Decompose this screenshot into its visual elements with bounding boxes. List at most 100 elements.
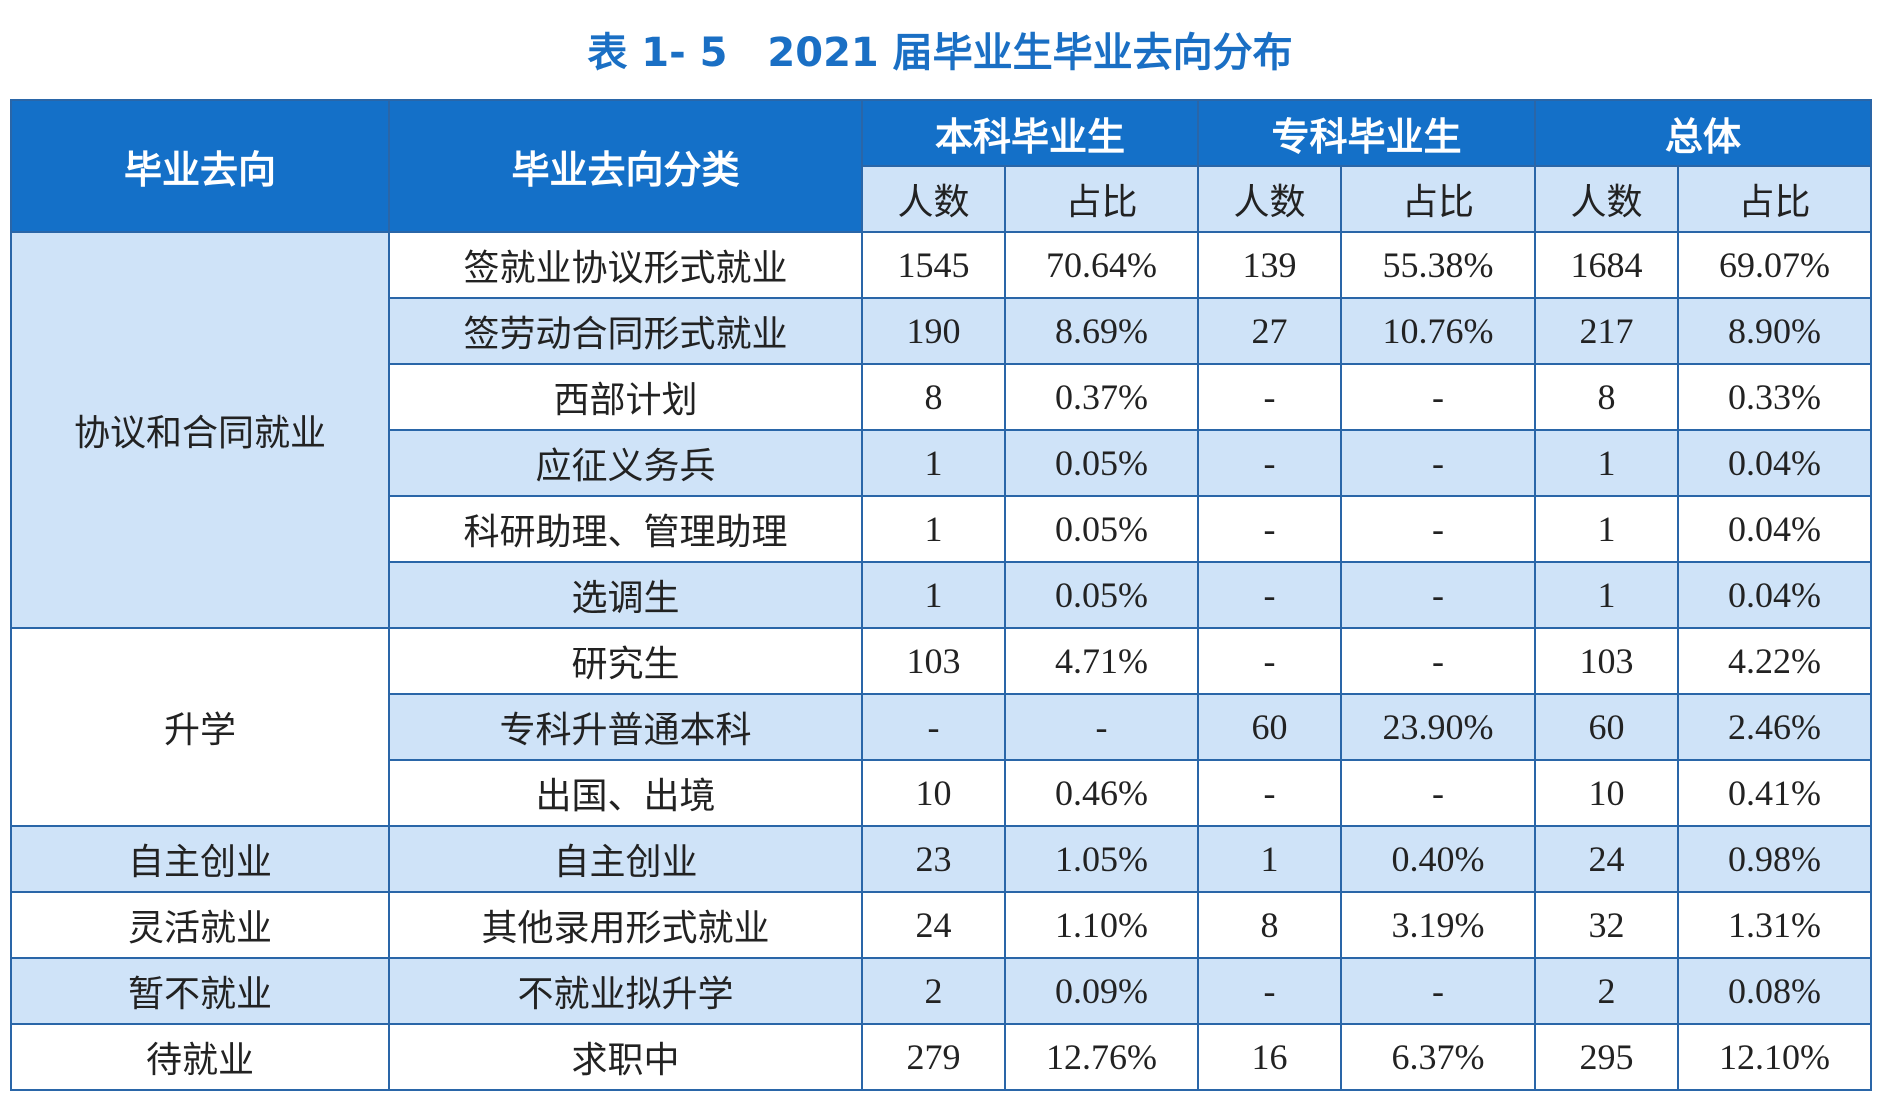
- value-cell: 0.05%: [1003, 429, 1200, 497]
- value-cell: 1: [861, 561, 1006, 629]
- category-cell: 求职中: [388, 1023, 863, 1091]
- value-cell: -: [1197, 495, 1343, 563]
- category-cell: 专科升普通本科: [388, 693, 863, 761]
- value-cell: 27: [1197, 297, 1343, 365]
- value-cell: 2.46%: [1677, 693, 1873, 761]
- value-cell: 69.07%: [1677, 231, 1873, 299]
- category-cell: 出国、出境: [388, 759, 863, 827]
- value-cell: -: [1197, 561, 1343, 629]
- value-cell: 24: [1534, 825, 1680, 893]
- value-cell: -: [1197, 957, 1343, 1025]
- value-cell: 8: [861, 363, 1006, 431]
- group-cell: 协议和合同就业: [10, 231, 390, 629]
- value-cell: -: [1197, 363, 1343, 431]
- value-cell: -: [1197, 759, 1343, 827]
- category-cell: 自主创业: [388, 825, 863, 893]
- value-cell: -: [861, 693, 1006, 761]
- column-group-header: 本科毕业生: [860, 99, 1200, 167]
- column-subheader: 人数: [1534, 165, 1680, 233]
- value-cell: 2: [861, 957, 1006, 1025]
- value-cell: 0.41%: [1677, 759, 1873, 827]
- value-cell: 8: [1197, 891, 1343, 959]
- value-cell: 6.37%: [1340, 1023, 1537, 1091]
- value-cell: 0.98%: [1677, 825, 1873, 893]
- column-group-header: 专科毕业生: [1197, 99, 1537, 167]
- value-cell: 2: [1534, 957, 1680, 1025]
- value-cell: 1: [1197, 825, 1343, 893]
- value-cell: 4.71%: [1003, 627, 1200, 695]
- table-row: 签劳动合同形式就业 190 8.69% 27 10.76% 217 8.90%: [11, 297, 1873, 365]
- table-row: 自主创业 自主创业 23 1.05% 1 0.40% 24 0.98%: [10, 825, 1873, 893]
- value-cell: 10.76%: [1340, 297, 1537, 365]
- value-cell: 0.40%: [1340, 825, 1537, 893]
- group-cell: 待就业: [10, 1023, 390, 1091]
- value-cell: 0.04%: [1677, 561, 1873, 629]
- category-cell: 科研助理、管理助理: [388, 495, 863, 563]
- table-row: 暂不就业 不就业拟升学 2 0.09% - -2 0.08%: [10, 957, 1873, 1025]
- value-cell: 1684: [1534, 231, 1680, 299]
- group-cell: 灵活就业: [10, 891, 390, 959]
- column-header: 毕业去向: [10, 99, 390, 233]
- value-cell: 1: [861, 495, 1006, 563]
- column-group-header: 总体: [1534, 99, 1873, 167]
- value-cell: 8: [1534, 363, 1680, 431]
- value-cell: 70.64%: [1003, 231, 1200, 299]
- value-cell: 1.05%: [1003, 825, 1200, 893]
- value-cell: 0.05%: [1003, 495, 1200, 563]
- value-cell: 60: [1534, 693, 1680, 761]
- value-cell: 1: [1534, 561, 1680, 629]
- value-cell: 0.33%: [1677, 363, 1873, 431]
- table-row: 待就业 求职中 279 12.76% 16 6.37% 295 12.10%: [10, 1023, 1873, 1091]
- column-subheader: 占比: [1340, 165, 1537, 233]
- value-cell: 103: [861, 627, 1006, 695]
- value-cell: 0.46%: [1003, 759, 1200, 827]
- value-cell: 0.04%: [1677, 495, 1873, 563]
- value-cell: 3.19%: [1340, 891, 1537, 959]
- value-cell: 12.10%: [1677, 1023, 1873, 1091]
- value-cell: 24: [861, 891, 1006, 959]
- category-cell: 西部计划: [388, 363, 863, 431]
- value-cell: 217: [1534, 297, 1680, 365]
- column-subheader: 人数: [1197, 165, 1343, 233]
- value-cell: 0.04%: [1677, 429, 1873, 497]
- value-cell: 295: [1534, 1023, 1680, 1091]
- value-cell: -: [1003, 693, 1200, 761]
- value-cell: 1: [1534, 429, 1680, 497]
- value-cell: 10: [861, 759, 1006, 827]
- value-cell: 1.31%: [1677, 891, 1873, 959]
- category-cell: 应征义务兵: [388, 429, 863, 497]
- value-cell: -: [1340, 363, 1537, 431]
- column-subheader: 占比: [1003, 165, 1200, 233]
- value-cell: 8.90%: [1677, 297, 1873, 365]
- group-cell: 升学: [10, 627, 390, 827]
- value-cell: -: [1340, 957, 1537, 1025]
- value-cell: 16: [1197, 1023, 1343, 1091]
- value-cell: 55.38%: [1340, 231, 1537, 299]
- value-cell: -: [1197, 429, 1343, 497]
- category-cell: 不就业拟升学: [388, 957, 863, 1025]
- value-cell: -: [1340, 495, 1537, 563]
- column-subheader: 人数: [861, 165, 1006, 233]
- category-cell: 其他录用形式就业: [388, 891, 863, 959]
- value-cell: 139: [1197, 231, 1343, 299]
- data-table: 毕业去向 毕业去向分类 本科毕业生 专科毕业生 总体 人数 占比 人数 占比 人数 占比 …: [10, 99, 1873, 1091]
- value-cell: 0.08%: [1677, 957, 1873, 1025]
- value-cell: -: [1340, 561, 1537, 629]
- table-row: 协议和合同就业 签就业协议形式就业 1545 70.64% 139 55.38% 1684 6…: [10, 231, 1873, 629]
- category-cell: 签劳动合同形式就业: [388, 297, 863, 365]
- column-header: 毕业去向分类: [388, 99, 863, 233]
- value-cell: -: [1340, 627, 1537, 695]
- value-cell: 0.05%: [1003, 561, 1200, 629]
- value-cell: 1.10%: [1003, 891, 1200, 959]
- table-row: 西部计划 8 0.37% - -8 0.33%: [11, 363, 1873, 431]
- value-cell: 60: [1197, 693, 1343, 761]
- value-cell: 1: [861, 429, 1006, 497]
- value-cell: 103: [1534, 627, 1680, 695]
- table-row: 升学 研究生 103 4.71% - -103 4.22%: [10, 627, 1873, 827]
- value-cell: 279: [861, 1023, 1006, 1091]
- category-cell: 选调生: [388, 561, 863, 629]
- value-cell: -: [1340, 429, 1537, 497]
- value-cell: 1: [1534, 495, 1680, 563]
- value-cell: 1545: [861, 231, 1006, 299]
